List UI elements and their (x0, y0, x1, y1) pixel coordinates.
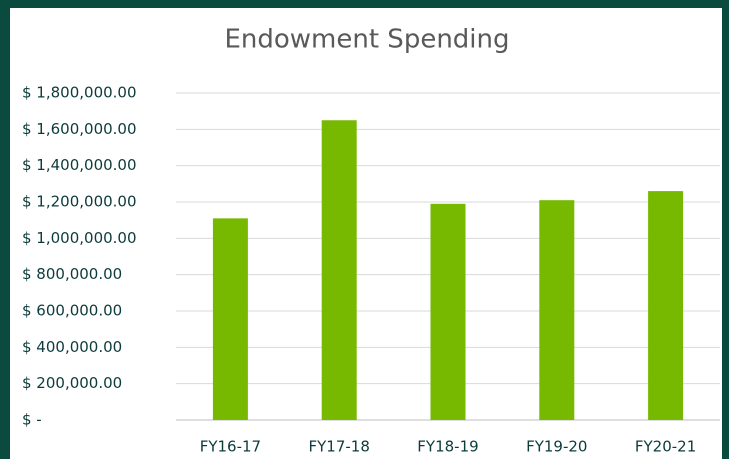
y-tick-label: $ 1,800,000.00 (22, 84, 137, 102)
bar (321, 120, 357, 420)
y-tick-label: $ - (22, 411, 42, 429)
x-tick-label: FY16-17 (200, 438, 261, 456)
y-tick-label: $ 200,000.00 (22, 374, 122, 392)
y-tick-label: $ 400,000.00 (22, 338, 122, 356)
y-tick-label: $ 600,000.00 (22, 302, 122, 320)
bar (648, 191, 684, 420)
y-tick-label: $ 1,200,000.00 (22, 193, 137, 211)
chart-title: Endowment Spending (224, 25, 509, 55)
bar (539, 200, 575, 420)
x-tick-label: FY18-19 (417, 438, 478, 456)
x-tick-label: FY20-21 (635, 438, 696, 456)
x-tick-label: FY17-18 (309, 438, 370, 456)
y-tick-label: $ 800,000.00 (22, 265, 122, 283)
x-tick-label: FY19-20 (526, 438, 587, 456)
bar (430, 203, 466, 420)
bar (212, 218, 248, 420)
y-tick-label: $ 1,000,000.00 (22, 229, 137, 247)
y-tick-label: $ 1,400,000.00 (22, 156, 137, 174)
y-tick-label: $ 1,600,000.00 (22, 120, 137, 138)
